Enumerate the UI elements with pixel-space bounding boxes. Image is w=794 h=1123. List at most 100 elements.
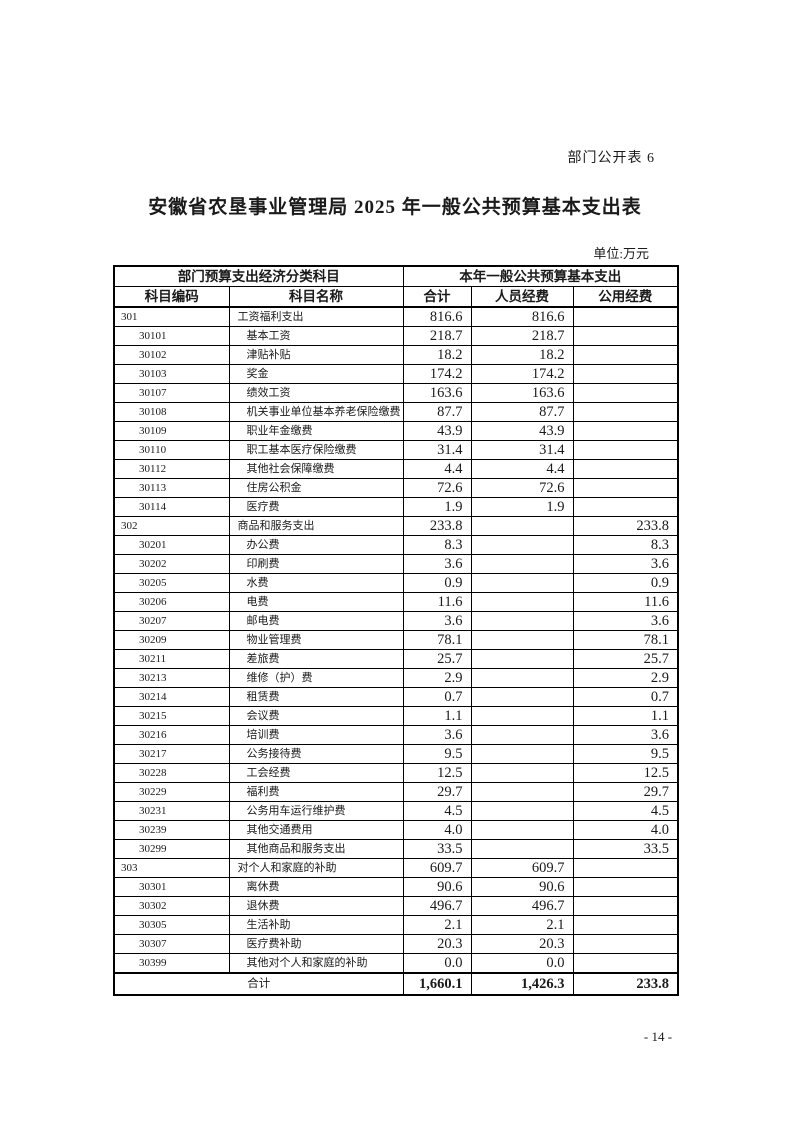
subject-code-cell: 30109 xyxy=(113,421,230,441)
corner-note: 部门公开表 6 xyxy=(567,151,655,166)
total-cell: 33.5 xyxy=(402,839,472,859)
personnel-cell: 174.2 xyxy=(470,364,574,384)
page-title: 安徽省农垦事业管理局 2025 年一般公共预算基本支出表 xyxy=(148,197,642,218)
table-row: 30302 退休费 496.7 496.7 xyxy=(113,896,679,916)
public-cell: 0.9 xyxy=(572,573,679,593)
public-cell: 11.6 xyxy=(572,592,679,612)
public-cell xyxy=(572,364,679,384)
total-cell: 0.7 xyxy=(402,687,472,707)
table-row: 30213 维修（护）费 2.9 2.9 xyxy=(113,668,679,688)
table-row: 30205 水费 0.9 0.9 xyxy=(113,573,679,593)
subject-code-cell: 30229 xyxy=(113,782,230,802)
table-row: 30216 培训费 3.6 3.6 xyxy=(113,725,679,745)
table-row: 303 对个人和家庭的补助 609.7 609.7 xyxy=(113,858,679,878)
subject-name-cell: 其他对个人和家庭的补助 xyxy=(228,953,404,974)
total-cell: 87.7 xyxy=(402,402,472,422)
subject-code-cell: 30217 xyxy=(113,744,230,764)
total-cell: 174.2 xyxy=(402,364,472,384)
table-row: 30101 基本工资 218.7 218.7 xyxy=(113,326,679,346)
subject-code-cell: 30207 xyxy=(113,611,230,631)
subject-name-cell: 绩效工资 xyxy=(228,383,404,403)
table-row: 30102 津贴补贴 18.2 18.2 xyxy=(113,345,679,365)
subject-name-cell: 住房公积金 xyxy=(228,478,404,498)
public-cell xyxy=(572,896,679,916)
subject-code-cell: 30114 xyxy=(113,497,230,517)
personnel-cell: 218.7 xyxy=(470,326,574,346)
total-cell: 2.9 xyxy=(402,668,472,688)
public-cell: 4.0 xyxy=(572,820,679,840)
subject-code-cell: 30206 xyxy=(113,592,230,612)
subject-code-cell: 30205 xyxy=(113,573,230,593)
col-header-personnel: 人员经费 xyxy=(470,286,574,308)
table-body: 301 工资福利支出 816.6 816.6 30101 基本工资 218.7 218.7 30… xyxy=(113,306,679,974)
budget-table: 部门预算支出经济分类科目 本年一般公共预算基本支出 科目编码 科目名称 合计 人… xyxy=(113,265,679,996)
public-cell xyxy=(572,345,679,365)
subject-name-cell: 对个人和家庭的补助 xyxy=(228,858,404,878)
subject-code-cell: 30239 xyxy=(113,820,230,840)
col-header-subject-code: 科目编码 xyxy=(113,286,230,308)
personnel-cell: 72.6 xyxy=(470,478,574,498)
subject-name-cell: 医疗费补助 xyxy=(228,934,404,954)
subject-name-cell: 医疗费 xyxy=(228,497,404,517)
total-cell: 163.6 xyxy=(402,383,472,403)
total-cell: 1.1 xyxy=(402,706,472,726)
public-cell: 29.7 xyxy=(572,782,679,802)
subject-code-cell: 30209 xyxy=(113,630,230,650)
subject-name-cell: 其他商品和服务支出 xyxy=(228,839,404,859)
subject-name-cell: 办公费 xyxy=(228,535,404,555)
public-cell: 12.5 xyxy=(572,763,679,783)
total-row-personnel-value: 1,426.3 xyxy=(470,972,574,996)
total-cell: 29.7 xyxy=(402,782,472,802)
personnel-cell: 90.6 xyxy=(470,877,574,897)
subject-name-cell: 公务用车运行维护费 xyxy=(228,801,404,821)
table-row: 30299 其他商品和服务支出 33.5 33.5 xyxy=(113,839,679,859)
subject-name-cell: 工资福利支出 xyxy=(228,306,404,327)
total-cell: 9.5 xyxy=(402,744,472,764)
public-cell xyxy=(572,478,679,498)
public-cell xyxy=(572,402,679,422)
table-row: 30214 租赁费 0.7 0.7 xyxy=(113,687,679,707)
public-cell: 3.6 xyxy=(572,611,679,631)
subject-name-cell: 生活补助 xyxy=(228,915,404,935)
personnel-cell xyxy=(470,763,574,783)
total-row-public-value: 233.8 xyxy=(572,972,679,996)
subject-code-cell: 30211 xyxy=(113,649,230,669)
personnel-cell: 20.3 xyxy=(470,934,574,954)
public-cell xyxy=(572,421,679,441)
subject-code-cell: 30228 xyxy=(113,763,230,783)
subject-name-cell: 培训费 xyxy=(228,725,404,745)
public-cell xyxy=(572,934,679,954)
public-cell: 33.5 xyxy=(572,839,679,859)
personnel-cell xyxy=(470,573,574,593)
table-row: 30301 离休费 90.6 90.6 xyxy=(113,877,679,897)
public-cell: 3.6 xyxy=(572,554,679,574)
personnel-cell: 0.0 xyxy=(470,953,574,974)
subject-code-cell: 30103 xyxy=(113,364,230,384)
public-cell xyxy=(572,326,679,346)
subject-code-cell: 301 xyxy=(113,306,230,327)
personnel-cell: 31.4 xyxy=(470,440,574,460)
subject-code-cell: 30201 xyxy=(113,535,230,555)
public-cell xyxy=(572,306,679,327)
table-row: 30307 医疗费补助 20.3 20.3 xyxy=(113,934,679,954)
personnel-cell: 87.7 xyxy=(470,402,574,422)
subject-name-cell: 机关事业单位基本养老保险缴费 xyxy=(228,402,404,422)
table-row: 30114 医疗费 1.9 1.9 xyxy=(113,497,679,517)
personnel-cell xyxy=(470,611,574,631)
personnel-cell xyxy=(470,554,574,574)
subject-name-cell: 退休费 xyxy=(228,896,404,916)
total-cell: 233.8 xyxy=(402,516,472,536)
personnel-cell: 4.4 xyxy=(470,459,574,479)
personnel-cell xyxy=(470,687,574,707)
col-header-subject-name: 科目名称 xyxy=(228,286,404,308)
personnel-cell: 163.6 xyxy=(470,383,574,403)
personnel-cell xyxy=(470,820,574,840)
personnel-cell xyxy=(470,744,574,764)
header-group-budget: 本年一般公共预算基本支出 xyxy=(402,265,679,287)
subject-name-cell: 物业管理费 xyxy=(228,630,404,650)
subject-code-cell: 30302 xyxy=(113,896,230,916)
personnel-cell xyxy=(470,592,574,612)
total-cell: 20.3 xyxy=(402,934,472,954)
total-cell: 816.6 xyxy=(402,306,472,327)
